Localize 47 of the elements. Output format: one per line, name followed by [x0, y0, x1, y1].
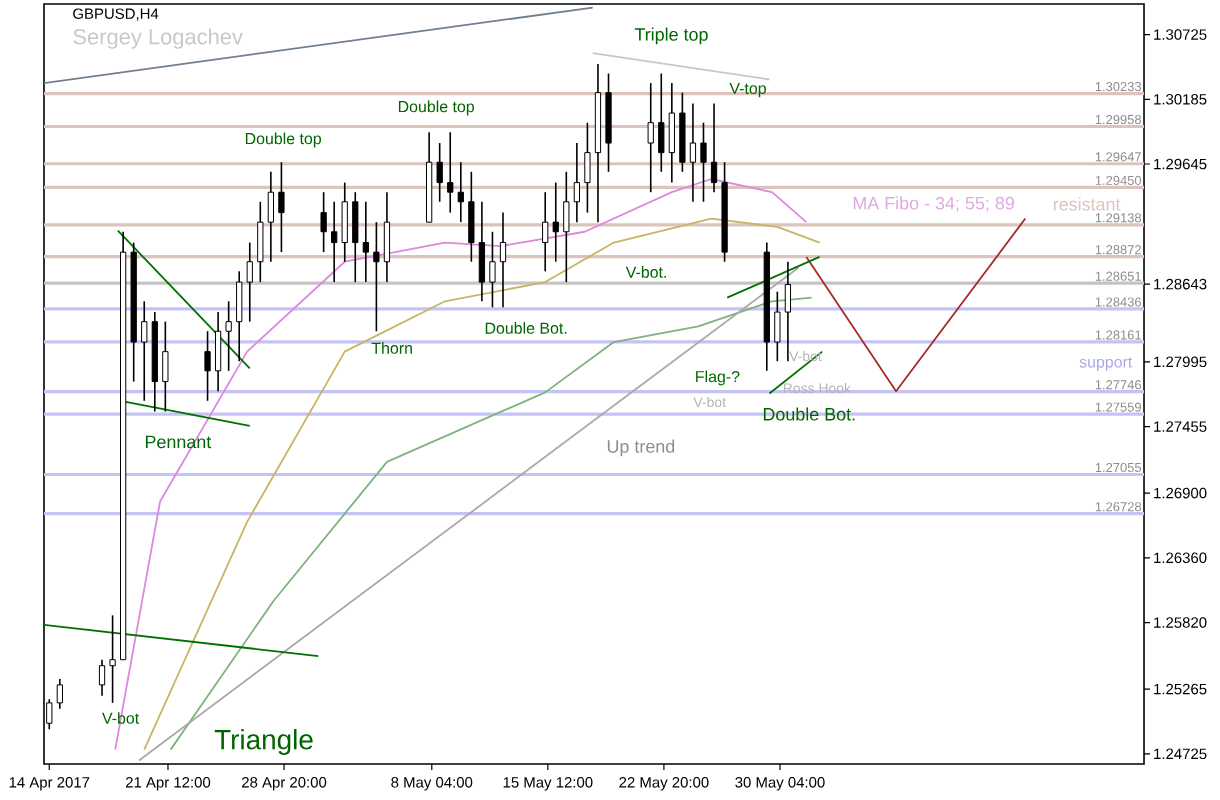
candlestick: [362, 200, 369, 283]
candlestick: [584, 121, 591, 214]
candlestick: [436, 142, 443, 203]
candlestick: [552, 181, 559, 263]
candlestick: [373, 221, 380, 333]
annotation: Up trend: [607, 439, 675, 457]
candlestick: [468, 171, 475, 263]
candlestick: [478, 200, 486, 303]
candlestick: [573, 142, 580, 223]
candlestick: [246, 241, 253, 323]
candlestick: [341, 181, 348, 263]
candlestick: [563, 171, 570, 283]
candlestick: [542, 191, 549, 273]
annotation: resistant: [1053, 197, 1121, 211]
candlestick: [489, 230, 496, 309]
annotation: Triangle: [214, 729, 313, 756]
candlestick: [98, 658, 106, 697]
candlestick: [689, 102, 697, 203]
candlestick: [447, 131, 454, 214]
candlestick: [457, 161, 464, 223]
candlestick: [331, 200, 338, 283]
candlestick: [668, 82, 675, 184]
candlestick: [109, 614, 116, 704]
candlestick: [56, 678, 63, 710]
candlestick: [204, 330, 211, 402]
candlestick: [352, 191, 359, 283]
annotation: Double Bot.: [763, 407, 855, 421]
candlestick: [700, 121, 707, 203]
candlestick: [710, 102, 718, 193]
annotation: MA Fibo - 34; 55; 89: [853, 196, 1014, 212]
candlestick: [214, 311, 222, 392]
candlestick: [278, 161, 285, 253]
candlestick: [162, 320, 169, 413]
candlestick: [774, 290, 781, 363]
candlestick: [320, 191, 327, 253]
candlestick: [658, 72, 665, 173]
candlestick: [647, 82, 654, 193]
candlestick: [267, 171, 274, 263]
candlestick: [499, 211, 507, 309]
annotation: Pennant: [145, 435, 212, 449]
candlestick: [236, 270, 243, 363]
candlestick: [257, 200, 264, 283]
candlestick: [225, 300, 232, 372]
annotation: Triple top: [634, 27, 708, 45]
candlestick: [141, 300, 148, 402]
candlestick: [383, 191, 391, 283]
candlestick: [784, 260, 792, 363]
